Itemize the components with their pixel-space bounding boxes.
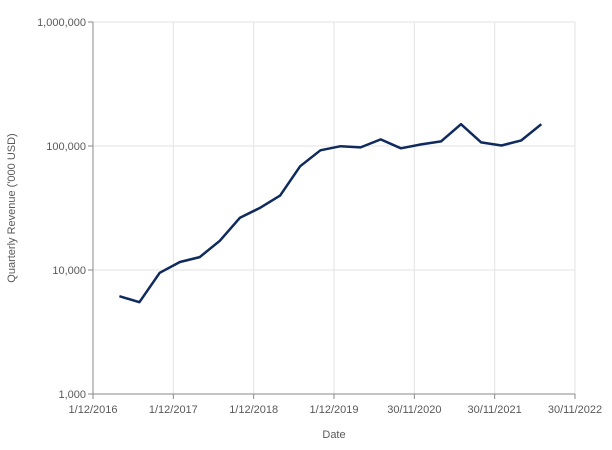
y-axis-label: Quarterly Revenue ('000 USD) [6,133,18,282]
x-tick-label: 30/11/2022 [548,404,602,416]
x-tick-label: 1/12/2019 [310,404,359,416]
x-tick-label: 30/11/2020 [387,404,441,416]
tick-labels: 1,000 10,000 100,000 1,000,000 1/12/2016 1/12… [37,17,602,416]
grid [93,22,575,394]
x-tick-label: 1/12/2017 [149,404,198,416]
x-tick-label: 1/12/2018 [229,404,278,416]
series-line [119,124,541,302]
x-axis-label: Date [322,429,345,441]
y-tick-label: 1,000 [58,389,86,401]
y-tick-label: 1,000,000 [37,17,86,29]
data-points [119,124,541,302]
y-tick-label: 100,000 [46,141,86,153]
x-tick-label: 1/12/2016 [69,404,118,416]
y-tick-label: 10,000 [52,265,86,277]
x-tick-label: 30/11/2021 [468,404,522,416]
axes [88,22,575,399]
